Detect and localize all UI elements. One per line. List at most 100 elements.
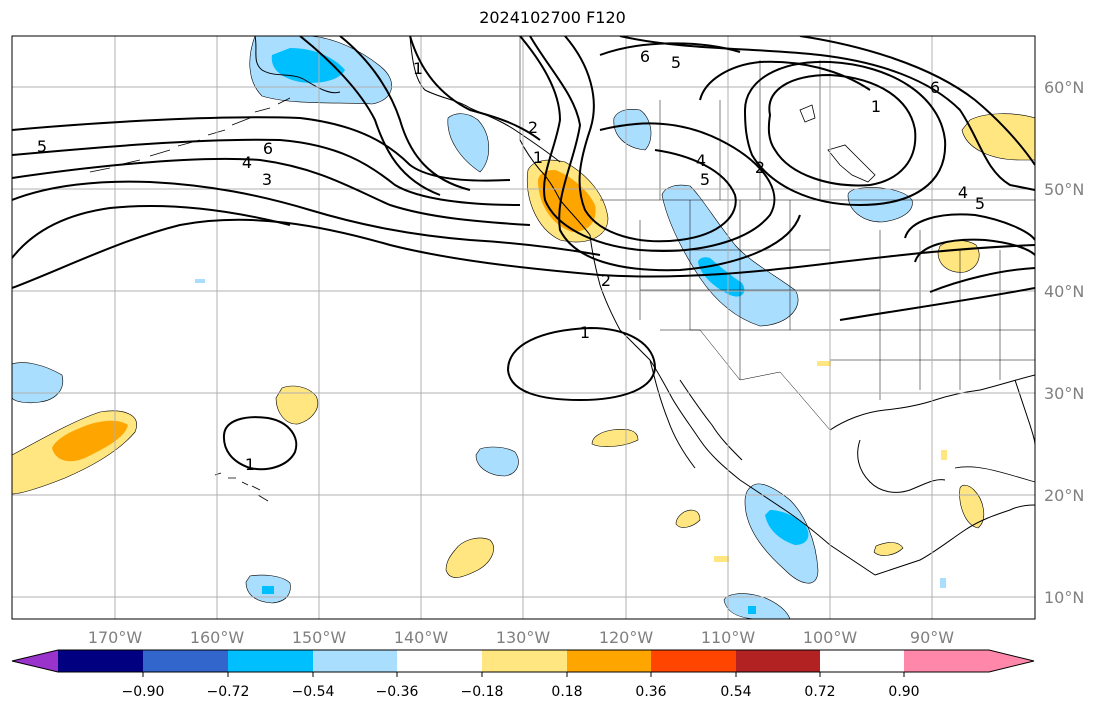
central-america-coast	[874, 504, 1035, 576]
hudson-bay-coast	[799, 104, 876, 183]
contour-line	[599, 42, 741, 56]
lat-tick-label: 40°N	[1044, 282, 1084, 301]
contour-line	[12, 218, 1035, 289]
contour-line	[519, 36, 776, 252]
contour-label: 5	[975, 194, 985, 213]
map-frame	[11, 35, 1036, 620]
contour-label: 6	[930, 78, 940, 97]
contour-label: 1	[413, 59, 423, 78]
positive-anomaly-spot	[714, 556, 729, 562]
contour-line	[799, 36, 1035, 166]
negative-anomaly-core	[271, 48, 345, 83]
negative-anomaly-region	[613, 108, 652, 151]
longitude-labels: 170°W 160°W 150°W 140°W 130°W 120°W 110°…	[88, 628, 954, 647]
contour-line	[929, 267, 1035, 293]
colorbar-tick-label: −0.18	[461, 684, 504, 700]
contour-label: 5	[37, 137, 47, 156]
contour-line	[619, 36, 1035, 191]
negative-anomaly-spot	[940, 578, 946, 588]
lon-tick-label: 170°W	[88, 628, 143, 647]
lon-tick-label: 130°W	[496, 628, 551, 647]
positive-anomaly-spot	[817, 361, 831, 366]
cuba-coast	[954, 466, 1035, 483]
contour-line	[12, 180, 601, 256]
colorbar-tick-labels: −0.90 −0.72 −0.54 −0.36 −0.18 0.18 0.36 …	[122, 684, 920, 700]
negative-anomaly-core	[765, 510, 809, 545]
contour-line	[767, 73, 917, 187]
latitude-labels: 60°N 50°N 40°N 30°N 20°N 10°N	[1044, 78, 1084, 607]
colorbar-segment	[482, 650, 567, 672]
negative-anomaly-region	[475, 446, 519, 477]
contour-line	[339, 36, 471, 191]
contour-line	[12, 116, 511, 182]
contour-label: 2	[528, 118, 538, 137]
positive-anomaly-region	[275, 385, 318, 425]
gulf-of-mexico-coast	[829, 374, 1035, 493]
colorbar: −0.90 −0.72 −0.54 −0.36 −0.18 0.18 0.36 …	[11, 649, 1035, 700]
colorbar-tick-label: 0.18	[551, 684, 582, 700]
positive-anomaly-region	[445, 537, 494, 578]
colorbar-tick-label: −0.36	[376, 684, 419, 700]
lon-tick-label: 160°W	[190, 628, 245, 647]
map-panel: 1 5 6 4 3 2 1 6 5 4 5 2 1 6 4 5 2 1 1	[12, 36, 1035, 619]
colorbar-tick-label: 0.90	[888, 684, 919, 700]
lat-tick-label: 20°N	[1044, 486, 1084, 505]
colorbar-tick-label: −0.72	[207, 684, 250, 700]
contour-label: 1	[871, 97, 881, 116]
contour-label: 4	[696, 151, 706, 170]
lat-tick-label: 30°N	[1044, 384, 1084, 403]
contour-line	[12, 157, 531, 226]
lat-tick-label: 60°N	[1044, 78, 1084, 97]
lon-tick-label: 140°W	[394, 628, 449, 647]
negative-anomaly-region	[447, 113, 490, 173]
contour-label: 4	[242, 153, 252, 172]
hawaii-islands	[214, 472, 269, 502]
contour-label: 1	[245, 455, 255, 474]
contour-line	[529, 36, 801, 272]
contour-label: 1	[580, 323, 590, 342]
colorbar-outline	[11, 649, 1035, 673]
colorbar-segment	[58, 650, 143, 672]
colorbar-segment	[736, 650, 820, 672]
contour-line	[564, 36, 737, 243]
colorbar-tick-label: 0.72	[804, 684, 835, 700]
contour-line	[914, 238, 1035, 263]
contour-label: 4	[958, 183, 968, 202]
contour-label: 2	[755, 158, 765, 177]
lon-tick-label: 110°W	[701, 628, 756, 647]
positive-anomaly-core	[52, 420, 128, 462]
colorbar-segment	[143, 650, 228, 672]
contour-line	[222, 416, 298, 471]
contour-line	[904, 213, 1035, 241]
positive-anomaly-region	[675, 509, 701, 528]
negative-anomaly-spot	[195, 279, 205, 283]
contour-line	[506, 326, 657, 402]
map-title: 2024102700 F120	[479, 8, 626, 27]
colorbar-tick-label: 0.54	[720, 684, 751, 700]
contour-lines	[12, 36, 1035, 471]
colorbar-segment	[228, 650, 313, 672]
contour-line	[743, 60, 947, 207]
negative-anomaly-region	[723, 593, 791, 619]
positive-anomaly-region	[959, 484, 985, 529]
colorbar-extend-high	[904, 650, 1034, 672]
contour-line	[12, 205, 291, 259]
contour-label: 2	[601, 271, 611, 290]
contour-label: 5	[700, 170, 710, 189]
colorbar-segment	[313, 650, 397, 672]
contour-line	[409, 36, 541, 141]
lon-tick-label: 100°W	[803, 628, 858, 647]
contour-label: 3	[262, 170, 272, 189]
contour-line	[839, 287, 1035, 321]
contour-label: 6	[263, 139, 273, 158]
colorbar-extend-low	[12, 650, 58, 672]
alaska-coast	[254, 36, 561, 163]
colorbar-segment	[567, 650, 651, 672]
lon-tick-label: 90°W	[910, 628, 954, 647]
colorbar-segment	[651, 650, 736, 672]
colorbar-tick-label: −0.90	[122, 684, 165, 700]
contour-label: 1	[533, 148, 543, 167]
colorbar-segment	[397, 650, 482, 672]
us-west-coast	[589, 234, 876, 576]
colorbar-tick-label: 0.36	[635, 684, 666, 700]
